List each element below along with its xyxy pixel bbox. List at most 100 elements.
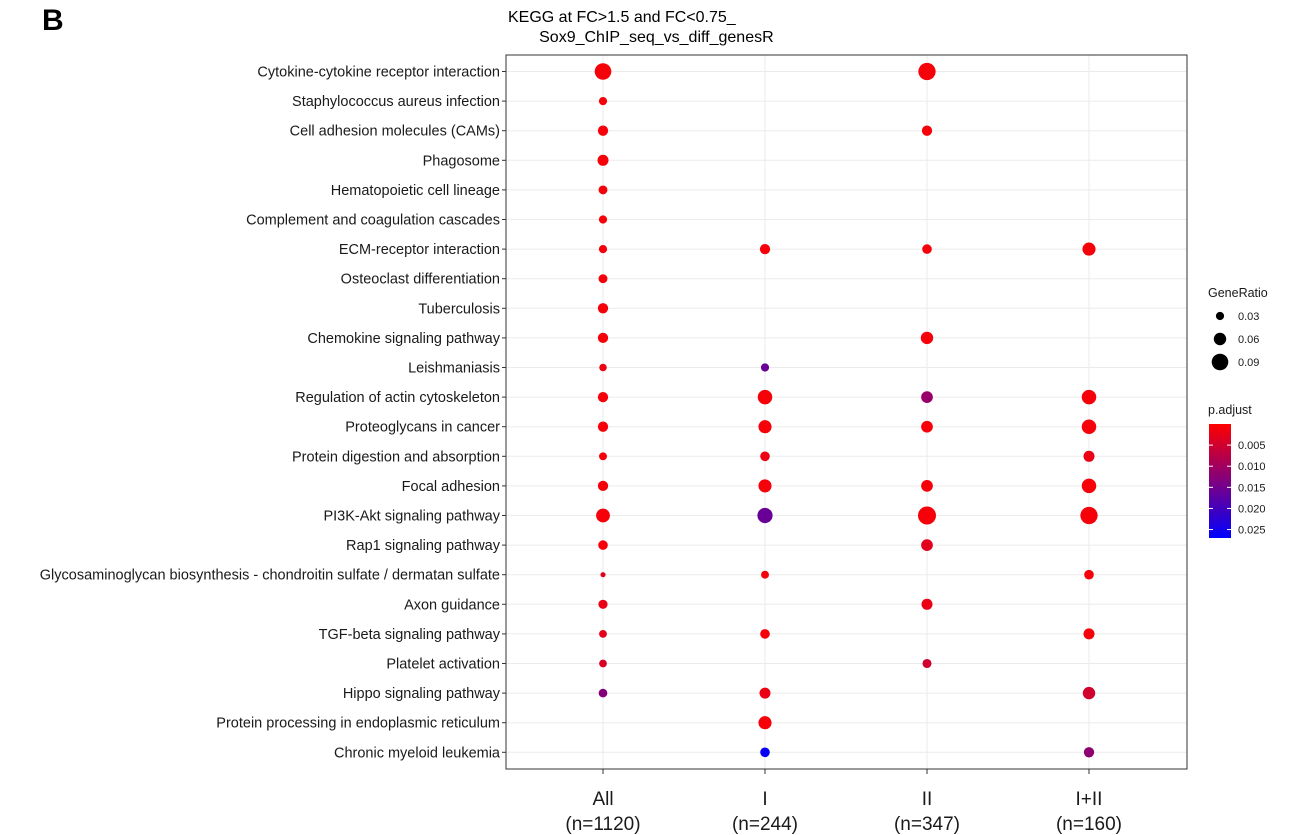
data-dot <box>597 154 609 166</box>
data-dot <box>760 451 770 462</box>
y-tick-label: Complement and coagulation cascades <box>246 213 500 229</box>
data-dot <box>1082 242 1096 256</box>
data-dot <box>1081 478 1097 494</box>
data-dot <box>921 598 933 610</box>
data-dot <box>1081 419 1097 434</box>
y-tick-label: Hematopoietic cell lineage <box>331 183 500 199</box>
data-dot <box>761 570 769 579</box>
data-dot <box>921 125 933 136</box>
y-tick-label: Chemokine signaling pathway <box>307 331 500 347</box>
data-dot <box>758 420 772 434</box>
data-dot <box>599 659 607 668</box>
data-dot <box>598 245 608 254</box>
x-tick-label: II <box>922 789 933 810</box>
data-dot <box>598 274 608 284</box>
data-dot <box>1083 747 1095 758</box>
data-dot <box>1083 628 1095 640</box>
data-dot <box>599 452 607 461</box>
data-dot <box>598 215 608 224</box>
p-adjust-tick-label: 0.025 <box>1238 525 1266 537</box>
data-dot <box>921 539 933 551</box>
y-tick-label: Proteoglycans in cancer <box>345 420 500 436</box>
x-tick-label: I+II <box>1076 789 1103 810</box>
y-axis: Cytokine-cytokine receptor interaction St… <box>40 65 506 761</box>
data-dot <box>597 480 609 492</box>
data-dot <box>1082 686 1096 700</box>
data-dot <box>918 62 936 81</box>
data-dot <box>597 391 609 403</box>
data-dot <box>598 97 608 106</box>
data-dot <box>599 363 607 372</box>
y-tick-label: Staphylococcus aureus infection <box>292 94 500 110</box>
data-dot <box>597 303 609 314</box>
y-tick-label: Focal adhesion <box>402 479 500 495</box>
data-dot <box>757 507 773 524</box>
y-tick-label: Tuberculosis <box>418 301 500 317</box>
data-dot <box>921 480 933 492</box>
generatio-legend-key <box>1211 353 1229 371</box>
p-adjust-tick-label: 0.005 <box>1238 440 1266 452</box>
data-dot <box>921 391 933 403</box>
generatio-legend-label: 0.06 <box>1238 334 1259 346</box>
y-tick-label: Cell adhesion molecules (CAMs) <box>290 124 500 140</box>
data-dot <box>1080 506 1098 525</box>
p-adjust-colorbar <box>1209 424 1231 538</box>
y-tick-label: Hippo signaling pathway <box>343 686 501 702</box>
data-dot <box>596 508 610 523</box>
y-tick-label: Cytokine-cytokine receptor interaction <box>257 65 500 81</box>
data-dot <box>918 506 936 525</box>
x-axis: All (n=1120) I (n=244) II (n=347) I+II (n=160) <box>565 769 1122 835</box>
y-tick-label: Phagosome <box>423 153 500 169</box>
y-tick-label: Chronic myeloid leukemia <box>334 745 501 761</box>
data-dot <box>598 599 608 609</box>
y-tick-label: TGF-beta signaling pathway <box>319 627 501 643</box>
data-dot <box>757 389 773 405</box>
data-dot <box>922 244 932 254</box>
y-tick-label: Regulation of actin cytoskeleton <box>295 390 500 406</box>
generatio-legend: GeneRatio 0.03 0.06 0.09 <box>1208 286 1268 371</box>
data-dot <box>921 420 933 433</box>
data-dot <box>1081 389 1097 405</box>
y-tick-label: Protein digestion and absorption <box>292 449 500 465</box>
x-tick-label: I <box>762 789 767 810</box>
p-adjust-tick-label: 0.020 <box>1238 503 1266 515</box>
x-tick-label: All <box>592 789 613 810</box>
p-adjust-legend: p.adjust 0.005 0.010 0.015 0.020 0.025 <box>1208 403 1266 538</box>
generatio-legend-key <box>1215 311 1225 321</box>
data-dot <box>759 243 771 255</box>
data-dot <box>597 421 609 432</box>
generatio-legend-label: 0.09 <box>1238 357 1259 369</box>
data-dot <box>598 185 608 195</box>
y-tick-label: Osteoclast differentiation <box>341 272 500 288</box>
x-tick-count-label: (n=160) <box>1056 814 1122 835</box>
data-dot <box>1083 450 1095 462</box>
p-adjust-tick-label: 0.010 <box>1238 461 1266 473</box>
x-tick-count-label: (n=244) <box>732 814 798 835</box>
data-dot <box>759 687 771 699</box>
data-dot <box>922 658 932 669</box>
x-tick-count-label: (n=1120) <box>565 814 640 835</box>
data-dot <box>760 747 770 758</box>
data-dot <box>758 479 772 493</box>
data-dots <box>594 62 1098 758</box>
data-dot <box>920 331 934 345</box>
data-dot <box>597 332 609 344</box>
data-dot <box>760 363 770 372</box>
data-dot <box>597 125 609 136</box>
chart-title: KEGG at FC>1.5 and FC<0.75_ Sox9_ChIP_se… <box>508 9 774 46</box>
data-dot <box>598 540 608 550</box>
x-tick-count-label: (n=347) <box>894 814 960 835</box>
p-adjust-legend-title: p.adjust <box>1208 403 1252 417</box>
data-dot <box>598 688 608 698</box>
y-tick-label: PI3K-Akt signaling pathway <box>323 509 500 525</box>
y-tick-label: Protein processing in endoplasmic reticu… <box>216 716 500 732</box>
y-tick-label: Glycosaminoglycan biosynthesis - chondro… <box>40 568 500 584</box>
data-dot <box>600 572 606 578</box>
y-tick-label: Platelet activation <box>386 657 500 673</box>
y-tick-label: Leishmaniasis <box>408 361 500 377</box>
generatio-legend-key <box>1213 332 1227 346</box>
panel-border <box>505 54 1188 770</box>
data-dot <box>599 630 607 638</box>
y-tick-label: Rap1 signaling pathway <box>346 538 501 554</box>
